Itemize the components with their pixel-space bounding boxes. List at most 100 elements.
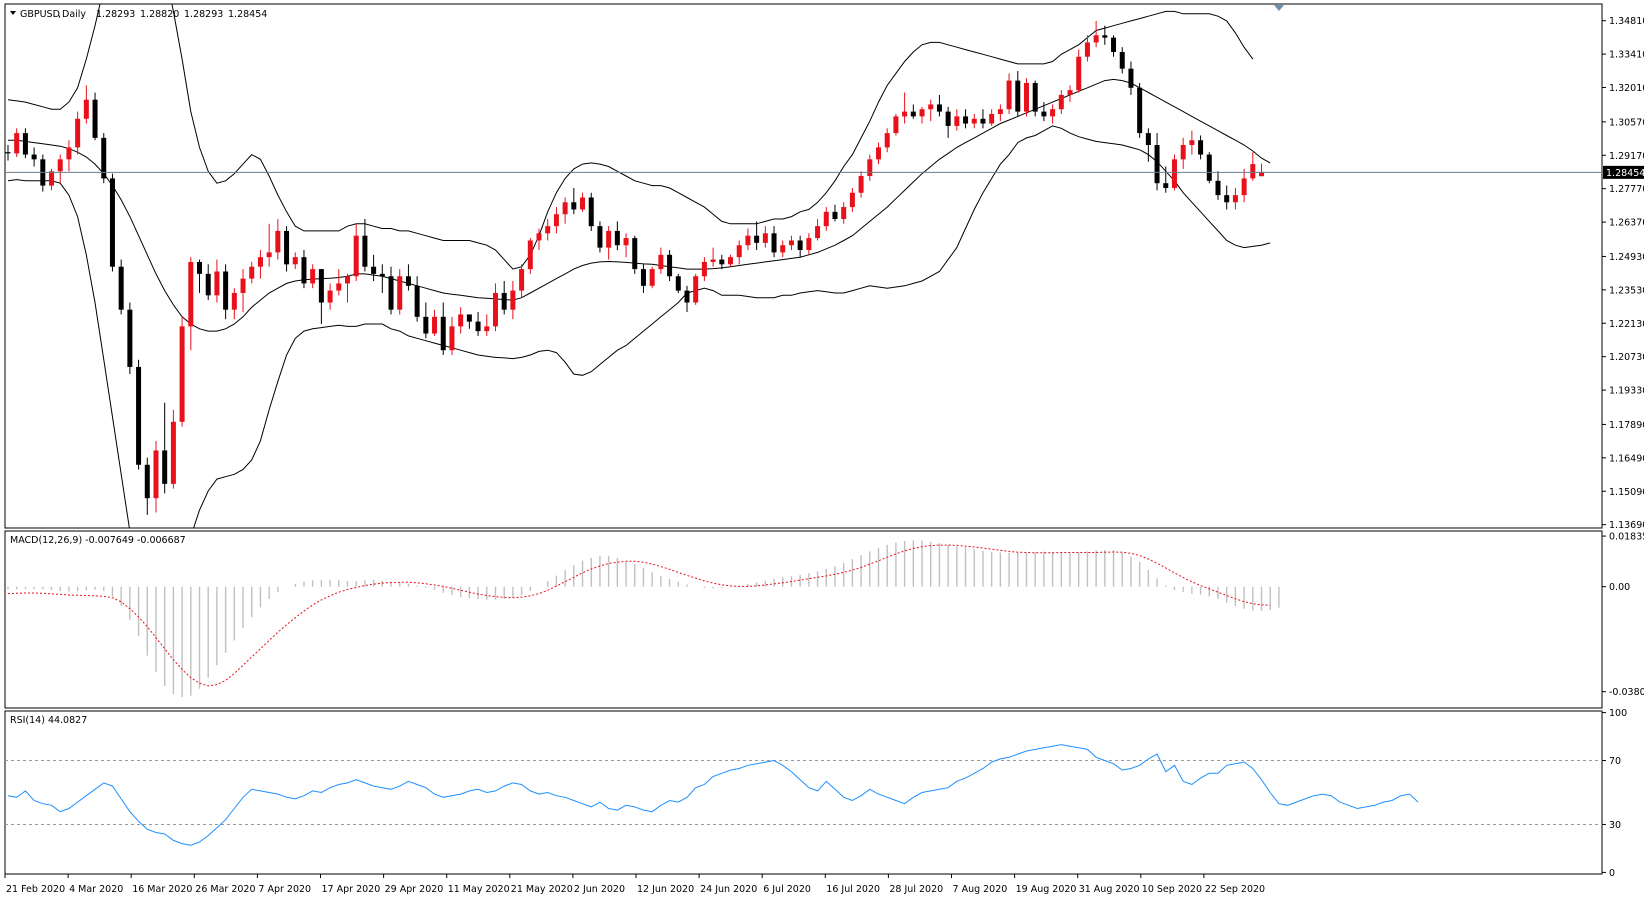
- candle: [1111, 35, 1117, 57]
- candle: [1041, 102, 1047, 122]
- candle: [432, 309, 438, 336]
- candle: [971, 114, 977, 129]
- candle: [963, 109, 969, 129]
- rsi-panel-frame: [4, 710, 1603, 875]
- macd-panel[interactable]: 0.018355 0.00 -0.03808 MACD(12,26,9) -0.00…: [4, 530, 1644, 709]
- date-tick-label: 31 Aug 2020: [1079, 884, 1140, 895]
- candle: [867, 154, 873, 181]
- candle: [606, 226, 612, 260]
- candle: [101, 133, 107, 184]
- candle: [919, 106, 925, 124]
- candle: [257, 250, 263, 279]
- date-tick-label: 12 Jun 2020: [637, 884, 694, 895]
- candle: [136, 359, 142, 470]
- candle-body: [928, 104, 934, 110]
- candle-body: [162, 450, 168, 484]
- candle-body: [144, 464, 150, 499]
- candle-body: [1050, 109, 1056, 117]
- candle: [14, 128, 20, 157]
- candle-body: [527, 240, 533, 270]
- candle-body: [597, 226, 603, 248]
- candle-body: [876, 147, 881, 160]
- candle: [640, 264, 646, 293]
- price-tick-label: 1.20730: [1609, 352, 1644, 363]
- candle-body: [484, 326, 490, 332]
- candle-body: [1119, 51, 1125, 69]
- candle-body: [188, 261, 194, 327]
- candle: [728, 254, 734, 267]
- candle-body: [745, 235, 751, 246]
- rsi-label: RSI(14) 44.0827: [10, 715, 87, 726]
- price-tick-label: 1.15090: [1609, 487, 1644, 498]
- candle: [693, 273, 699, 305]
- candle-body: [57, 159, 63, 172]
- candle-body: [1145, 133, 1151, 146]
- candle: [1189, 130, 1195, 155]
- candle: [562, 197, 568, 224]
- candle-body: [1206, 154, 1212, 181]
- candle: [545, 218, 551, 241]
- candle-body: [127, 309, 133, 367]
- candle-body: [606, 230, 612, 248]
- candle: [240, 269, 246, 313]
- candle: [1050, 104, 1056, 124]
- candle-body: [336, 283, 342, 291]
- price-tick-label: 1.17890: [1609, 420, 1644, 431]
- candle-body: [1015, 80, 1021, 112]
- candle: [170, 409, 176, 489]
- candle: [1084, 35, 1090, 62]
- candle: [371, 254, 377, 282]
- candle: [492, 283, 498, 332]
- candle: [553, 207, 559, 234]
- macd-tick-label: 0.00: [1609, 582, 1630, 593]
- candle-body: [649, 269, 655, 286]
- candle-body: [632, 238, 638, 270]
- candle: [1067, 85, 1073, 103]
- candle: [710, 247, 716, 267]
- shift-marker-icon[interactable]: [1274, 5, 1284, 11]
- candle-body: [458, 314, 464, 327]
- candle: [336, 269, 342, 296]
- candle: [954, 109, 960, 131]
- candle-body: [658, 254, 664, 270]
- candle: [1224, 185, 1230, 210]
- date-tick-label: 24 Jun 2020: [700, 884, 757, 895]
- rsi-panel[interactable]: 100 70 30 0 RSI(14) 44.0827: [4, 708, 1627, 879]
- candle: [414, 276, 420, 322]
- candle: [754, 221, 760, 251]
- date-tick-label: 17 Apr 2020: [322, 884, 381, 895]
- candle-body: [728, 257, 734, 265]
- price-tick-label: 1.16490: [1609, 453, 1644, 464]
- candle: [275, 218, 281, 260]
- rsi-tick-label: 70: [1609, 756, 1621, 767]
- candle-body: [5, 152, 11, 154]
- rsi-tick-label: 0: [1609, 868, 1615, 879]
- candle: [440, 302, 446, 356]
- candle-body: [31, 154, 37, 160]
- date-tick-label: 11 May 2020: [448, 884, 510, 895]
- candle: [527, 238, 533, 274]
- candle-body: [980, 118, 986, 124]
- chevron-down-icon[interactable]: [10, 11, 16, 15]
- macd-axis: 0.018355 0.00 -0.03808: [1602, 532, 1644, 698]
- candle: [92, 92, 98, 141]
- candle: [1128, 61, 1134, 95]
- candle: [31, 147, 37, 167]
- candle-body: [867, 159, 873, 177]
- candle: [667, 250, 673, 282]
- macd-tick-label: 0.018355: [1609, 532, 1644, 543]
- candle: [57, 154, 63, 184]
- candle-body: [1241, 178, 1247, 196]
- price-tick-label: 1.13690: [1609, 520, 1644, 531]
- candle: [588, 192, 594, 231]
- timeframe-label: Daily: [62, 9, 86, 20]
- price-panel[interactable]: 1.34810 1.33410 1.32010 1.30570 1.29170 1.277…: [4, 0, 1644, 615]
- candle-body: [971, 118, 977, 124]
- candle: [945, 106, 951, 138]
- price-tick-label: 1.29170: [1609, 151, 1644, 162]
- candle-body: [1259, 172, 1265, 177]
- candle: [510, 281, 516, 320]
- candle-body: [240, 278, 246, 293]
- candle-body: [249, 266, 255, 279]
- candle-body: [432, 316, 438, 334]
